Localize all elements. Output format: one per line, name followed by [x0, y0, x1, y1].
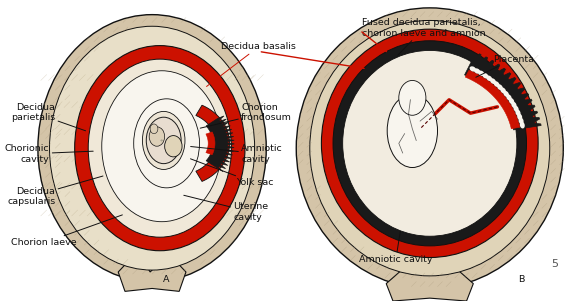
Ellipse shape: [482, 73, 488, 79]
Text: Chorion
frondosum: Chorion frondosum: [200, 103, 292, 128]
Text: B: B: [518, 275, 525, 284]
Ellipse shape: [503, 91, 509, 97]
Ellipse shape: [511, 102, 517, 108]
Ellipse shape: [387, 94, 438, 167]
Ellipse shape: [310, 21, 550, 276]
Text: Chorion laeve: Chorion laeve: [11, 215, 122, 248]
Ellipse shape: [500, 88, 506, 94]
Text: Decidua
capsularis: Decidua capsularis: [7, 176, 103, 206]
Text: Placenta: Placenta: [476, 55, 534, 77]
Text: Chorionic
cavity: Chorionic cavity: [5, 144, 93, 164]
Ellipse shape: [50, 26, 255, 270]
Ellipse shape: [519, 118, 523, 124]
Ellipse shape: [474, 68, 480, 74]
Polygon shape: [465, 70, 520, 129]
Ellipse shape: [486, 76, 492, 81]
Text: Amniotic
cavity: Amniotic cavity: [190, 144, 283, 164]
Text: Amniotic cavity: Amniotic cavity: [359, 231, 432, 263]
Ellipse shape: [38, 15, 266, 282]
Polygon shape: [196, 105, 229, 181]
Text: Uterine
cavity: Uterine cavity: [184, 195, 268, 222]
Ellipse shape: [514, 106, 519, 112]
Ellipse shape: [517, 114, 522, 120]
Ellipse shape: [165, 136, 182, 157]
Ellipse shape: [321, 29, 538, 257]
Ellipse shape: [142, 111, 185, 170]
Ellipse shape: [150, 124, 158, 134]
Text: Yolk sac: Yolk sac: [190, 159, 274, 188]
Ellipse shape: [102, 71, 222, 222]
Text: 5: 5: [551, 259, 558, 269]
Ellipse shape: [75, 46, 245, 251]
Ellipse shape: [343, 50, 517, 236]
Ellipse shape: [490, 78, 496, 84]
Polygon shape: [464, 54, 541, 130]
Text: A: A: [164, 275, 170, 284]
Ellipse shape: [494, 81, 499, 87]
Ellipse shape: [515, 110, 521, 116]
Ellipse shape: [134, 99, 200, 188]
Ellipse shape: [497, 84, 503, 90]
Text: Fused decidua parietalis,
chorion laeve and amnion: Fused decidua parietalis, chorion laeve …: [362, 18, 486, 55]
Ellipse shape: [399, 80, 426, 115]
Ellipse shape: [506, 94, 512, 101]
Ellipse shape: [478, 70, 484, 76]
Polygon shape: [206, 116, 235, 172]
Polygon shape: [386, 262, 473, 301]
Polygon shape: [206, 132, 215, 155]
Ellipse shape: [296, 8, 563, 289]
Text: Decidua
parietalis: Decidua parietalis: [11, 103, 86, 131]
Ellipse shape: [333, 41, 526, 246]
Ellipse shape: [470, 66, 476, 72]
Ellipse shape: [520, 122, 525, 129]
Ellipse shape: [149, 127, 165, 146]
Ellipse shape: [88, 59, 232, 237]
Text: Decidua basalis: Decidua basalis: [206, 43, 296, 87]
Polygon shape: [118, 255, 186, 291]
Ellipse shape: [146, 117, 181, 164]
Ellipse shape: [509, 98, 514, 104]
